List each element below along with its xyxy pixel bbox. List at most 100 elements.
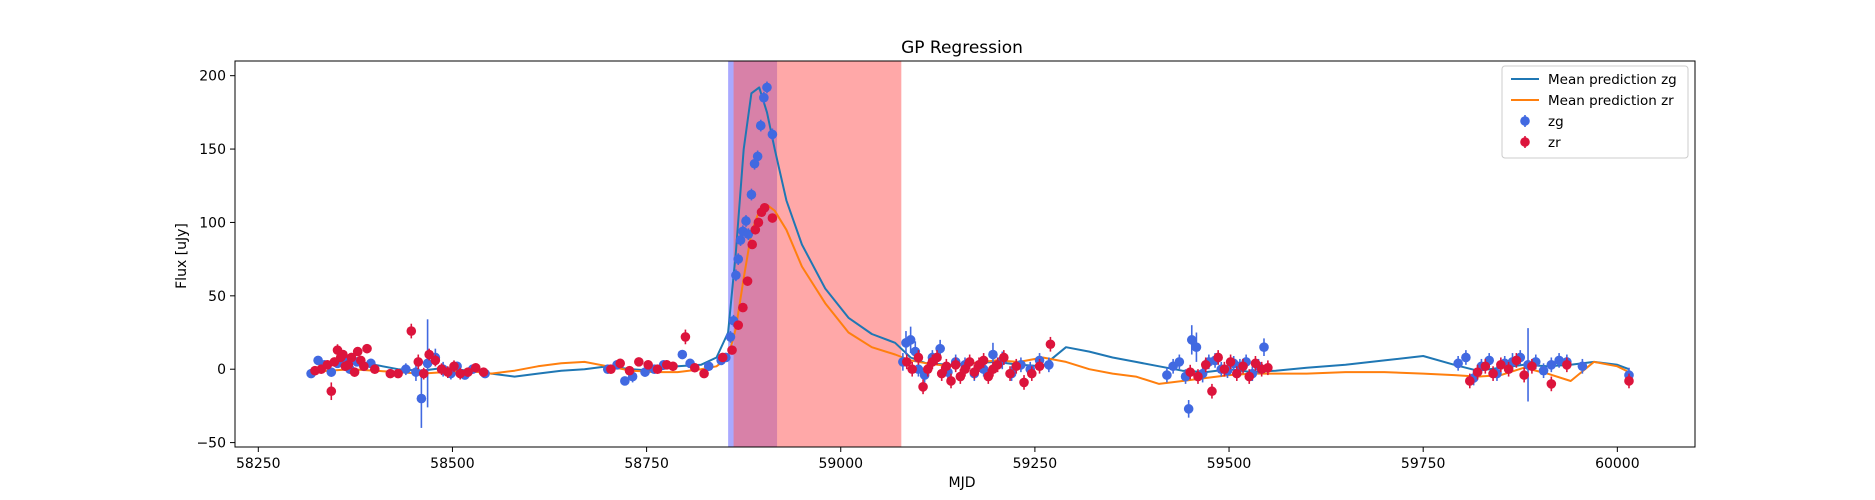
marker [941, 361, 952, 372]
point-zr [969, 364, 980, 380]
point-zr [359, 361, 369, 372]
point-zg [731, 269, 741, 282]
plot-frame [234, 60, 1696, 448]
legend-box [1501, 65, 1689, 159]
marker [620, 376, 630, 386]
point-zg [326, 367, 337, 377]
point-zg [741, 215, 751, 227]
marker [463, 367, 473, 377]
point-zr [615, 358, 625, 369]
marker [1464, 376, 1475, 386]
point-zr [1250, 356, 1261, 371]
marker [418, 368, 429, 379]
marker [999, 352, 1009, 363]
point-zr [742, 276, 753, 286]
marker [442, 367, 453, 377]
marker [385, 368, 396, 379]
marker [1496, 360, 1506, 370]
point-zr [369, 364, 380, 375]
marker [455, 368, 466, 379]
x-tick-label: 58250 [236, 456, 281, 472]
marker [955, 371, 966, 382]
point-zg [1191, 332, 1202, 362]
marker [338, 349, 348, 360]
marker [1026, 368, 1037, 379]
point-zr [1503, 361, 1514, 377]
marker [615, 358, 625, 369]
marker [640, 367, 650, 377]
point-zr [747, 239, 758, 250]
marker [1546, 379, 1557, 389]
marker [1527, 361, 1537, 372]
point-zr [1488, 366, 1498, 381]
point-zr [1263, 360, 1273, 376]
point-zg [1546, 357, 1557, 373]
marker [478, 367, 489, 377]
point-zg [416, 369, 427, 428]
point-zr [727, 345, 737, 355]
legend-label: zr [1548, 135, 1561, 151]
marker [907, 364, 917, 375]
marker [1480, 361, 1491, 372]
point-zr [652, 364, 663, 375]
y-axis-label: Flux [uJy] [174, 223, 190, 289]
marker [413, 357, 424, 367]
point-zr [1238, 358, 1248, 374]
point-zr [1200, 357, 1211, 373]
point-zr [463, 367, 473, 377]
marker [922, 364, 933, 375]
marker [759, 202, 770, 213]
marker [406, 326, 417, 336]
marker [430, 355, 441, 366]
point-zr [352, 346, 363, 357]
point-zr [362, 343, 372, 354]
point-zr [767, 213, 778, 223]
marker [652, 364, 663, 375]
point-zr [346, 352, 357, 363]
point-zr [680, 329, 691, 345]
point-zr [922, 361, 933, 377]
marker [393, 368, 403, 379]
point-zr [1496, 357, 1506, 373]
x-axis: 58250 58500 58750 59000 59250 59500 59750 60000 [236, 447, 1640, 472]
marker [932, 352, 942, 363]
point-zg [1186, 325, 1197, 355]
point-zg [1183, 400, 1194, 418]
marker [349, 367, 360, 377]
x-tick-label: 59750 [1401, 456, 1446, 472]
point-zr [349, 367, 360, 377]
point-zr [1546, 376, 1557, 392]
point-zr [455, 367, 466, 380]
point-zr [1225, 354, 1236, 370]
point-zr [1045, 336, 1056, 352]
marker [703, 361, 714, 372]
point-zr [983, 369, 994, 384]
point-zg [767, 128, 778, 141]
marker [411, 367, 421, 377]
point-zr [932, 350, 942, 365]
marker [359, 361, 369, 372]
y-axis: −50 0 50 100 150 200 [196, 69, 235, 452]
point-zg [1554, 353, 1564, 368]
x-axis-label: MJD [949, 475, 976, 491]
marker [1250, 358, 1261, 369]
point-zr [634, 357, 644, 367]
point-zg [1538, 363, 1549, 379]
marker [983, 371, 994, 382]
x-tick-label: 60000 [1595, 456, 1640, 472]
point-zg [1259, 338, 1269, 357]
marker [1519, 370, 1529, 380]
point-zg [401, 363, 411, 376]
point-zr [1562, 357, 1572, 373]
point-zg [1162, 367, 1172, 383]
marker [1503, 364, 1514, 375]
point-zg [703, 361, 714, 372]
marker [1213, 352, 1223, 363]
marker [1259, 342, 1269, 352]
marker [1044, 360, 1054, 370]
point-zr [449, 360, 459, 373]
point-zr [1193, 369, 1203, 384]
marker [1034, 361, 1045, 372]
marker [913, 352, 924, 363]
marker [1577, 361, 1588, 372]
